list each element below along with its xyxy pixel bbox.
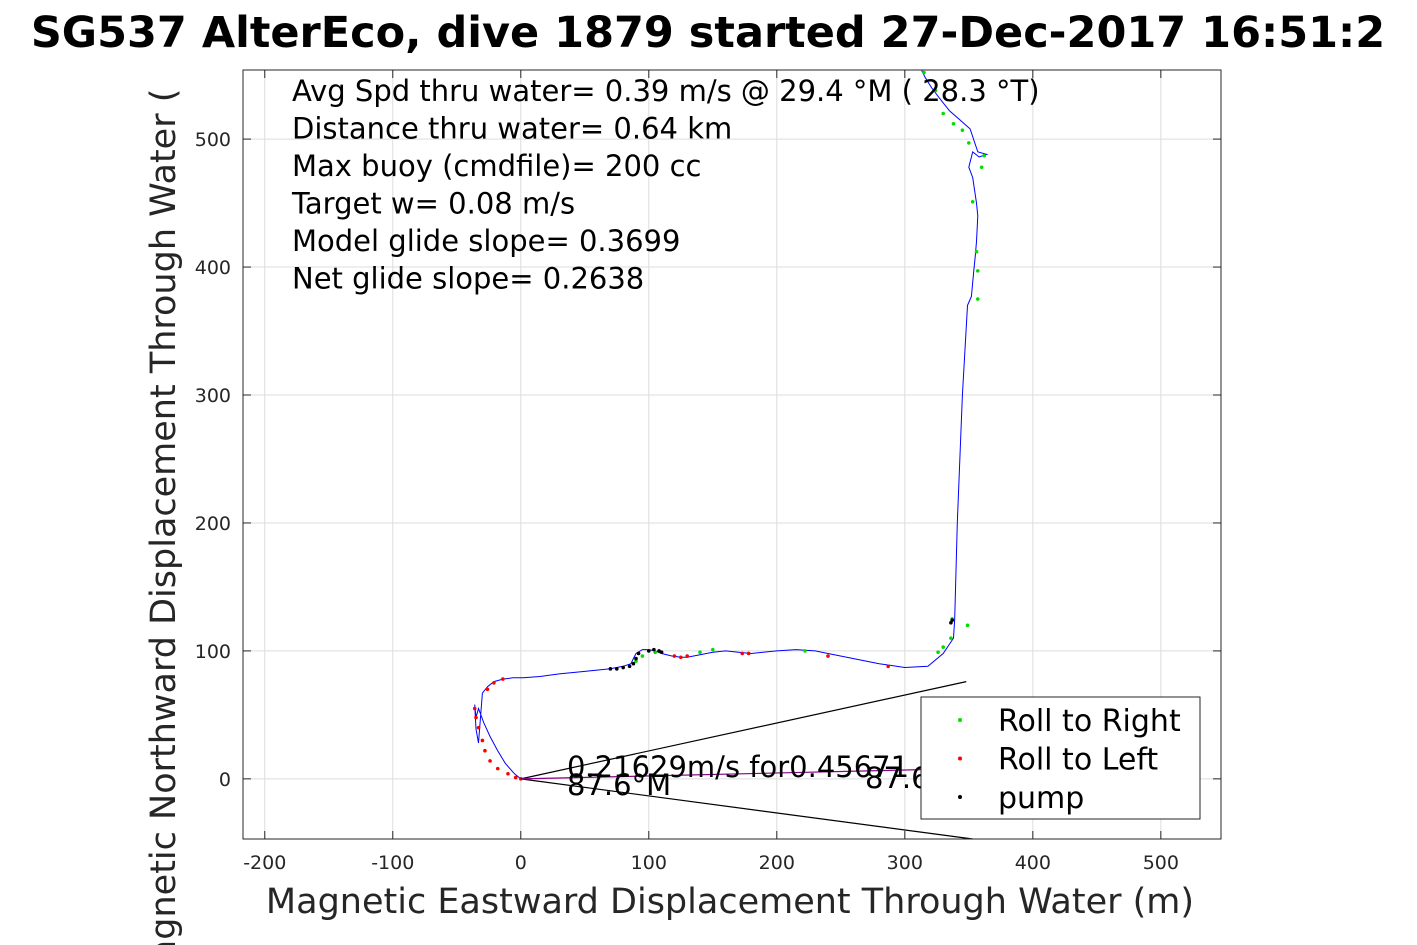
roll-to-right-point bbox=[710, 647, 715, 652]
roll-to-left-point bbox=[685, 654, 689, 658]
roll-to-right-point bbox=[634, 659, 638, 663]
pump-point bbox=[627, 664, 632, 669]
roll-to-right-point bbox=[949, 636, 953, 640]
stats-annotation: Avg Spd thru water= 0.39 m/s @ 29.4 °M (… bbox=[292, 74, 1040, 108]
pump-point bbox=[949, 620, 953, 625]
roll-to-right-point bbox=[803, 649, 807, 653]
roll-to-left-point bbox=[672, 654, 677, 658]
roll-to-right-point bbox=[960, 128, 965, 132]
roll-to-right-point bbox=[933, 88, 938, 93]
roll-to-left-point bbox=[495, 766, 500, 771]
x-tick-label: -200 bbox=[243, 852, 286, 874]
roll-to-left-point bbox=[678, 655, 683, 660]
roll-to-right-point bbox=[640, 654, 645, 658]
grid bbox=[243, 70, 1221, 839]
x-tick-label: -100 bbox=[371, 852, 414, 874]
stats-annotation: Max buoy (cmdfile)= 200 cc bbox=[292, 149, 701, 183]
roll-to-left-point bbox=[485, 687, 490, 692]
roll-to-right-point bbox=[975, 297, 980, 301]
chart-title: SG537 AlterEco, dive 1879 started 27-Dec… bbox=[31, 8, 1385, 58]
legend-label: pump bbox=[998, 781, 1084, 816]
pump-point bbox=[621, 665, 625, 670]
roll-to-right-point bbox=[922, 70, 926, 75]
current-vector-line bbox=[520, 768, 967, 780]
legend-marker bbox=[958, 795, 962, 799]
roll-to-left-point bbox=[501, 677, 505, 681]
roll-to-right-point bbox=[967, 141, 971, 145]
roll-to-right-point bbox=[951, 121, 956, 126]
pump-point bbox=[631, 661, 636, 666]
y-tick-label: 500 bbox=[195, 129, 231, 151]
y-tick-label: 0 bbox=[219, 769, 231, 791]
annotation-block: Avg Spd thru water= 0.39 m/s @ 29.4 °M (… bbox=[291, 74, 1040, 296]
pump-point bbox=[614, 667, 619, 671]
x-tick-label: 300 bbox=[887, 852, 923, 874]
roll-to-left-point bbox=[480, 738, 485, 743]
marker-layer bbox=[472, 70, 986, 781]
pump-point bbox=[634, 656, 638, 661]
roll-to-right-point bbox=[941, 645, 946, 649]
stats-annotation: Net glide slope= 0.2638 bbox=[292, 262, 644, 296]
roll-to-right-point bbox=[936, 650, 940, 654]
pump-point bbox=[652, 647, 656, 652]
roll-to-left-point bbox=[472, 706, 477, 711]
roll-to-left-point bbox=[506, 771, 510, 776]
y-tick-label: 400 bbox=[195, 257, 231, 279]
pump-point bbox=[608, 667, 613, 671]
y-tick-label: 100 bbox=[195, 641, 231, 663]
current-heading-label: 87.6°M bbox=[567, 768, 671, 802]
roll-to-left-point bbox=[476, 725, 481, 730]
stats-annotation: Distance thru water= 0.64 km bbox=[292, 112, 732, 146]
roll-to-right-point bbox=[970, 199, 975, 204]
legend-label: Roll to Right bbox=[998, 704, 1181, 739]
roll-to-right-point bbox=[941, 111, 946, 116]
roll-to-right-point bbox=[975, 269, 980, 273]
roll-to-left-point bbox=[826, 654, 830, 658]
axis-ticks: -200 -100 0 100 200 300 400 500 0 100 200 300 400 500 bbox=[195, 70, 1221, 874]
pump-point bbox=[646, 649, 651, 653]
roll-to-left-point bbox=[474, 715, 478, 720]
stats-annotation: Model glide slope= 0.3699 bbox=[292, 224, 680, 258]
roll-to-left-point bbox=[488, 759, 492, 763]
x-tick-label: 100 bbox=[631, 852, 667, 874]
roll-to-right-point bbox=[698, 650, 702, 654]
current-vector-line bbox=[520, 681, 967, 780]
x-tick-label: 400 bbox=[1015, 852, 1051, 874]
pump-point bbox=[659, 650, 664, 654]
roll-to-right-point bbox=[965, 623, 970, 628]
roll-to-right-point bbox=[982, 153, 986, 158]
plot-frame bbox=[242, 69, 1222, 840]
x-axis-label: Magnetic Eastward Displacement Through W… bbox=[266, 882, 1194, 922]
roll-to-right-point bbox=[974, 249, 979, 254]
current-speed-label: 0.21629m/s for0.45671 bbox=[567, 750, 909, 784]
roll-to-left-point bbox=[492, 681, 496, 685]
roll-to-left-point bbox=[483, 748, 487, 753]
x-tick-label: 200 bbox=[759, 852, 795, 874]
legend-label: Roll to Left bbox=[998, 743, 1158, 778]
roll-to-left-point bbox=[740, 651, 745, 656]
x-tick-label: 0 bbox=[515, 852, 527, 874]
track-line bbox=[474, 69, 989, 780]
y-tick-label: 300 bbox=[195, 385, 231, 407]
legend-marker bbox=[958, 756, 962, 761]
current-heading-label-right: 87.6 bbox=[865, 761, 930, 795]
series-layer bbox=[474, 69, 989, 780]
roll-to-left-point bbox=[746, 651, 751, 656]
roll-to-left-point bbox=[886, 664, 890, 669]
legend-box bbox=[920, 696, 1201, 820]
legend-marker bbox=[958, 718, 962, 722]
x-tick-label: 500 bbox=[1143, 852, 1179, 874]
y-axis-label: Magnetic Northward Displacement Through … bbox=[144, 89, 184, 945]
roll-to-left-point bbox=[513, 775, 518, 780]
current-vector-line bbox=[520, 778, 973, 840]
y-tick-label: 200 bbox=[195, 513, 231, 535]
stats-annotation: Target w= 0.08 m/s bbox=[291, 187, 575, 221]
pump-point bbox=[636, 651, 641, 656]
roll-to-right-point bbox=[979, 165, 984, 170]
